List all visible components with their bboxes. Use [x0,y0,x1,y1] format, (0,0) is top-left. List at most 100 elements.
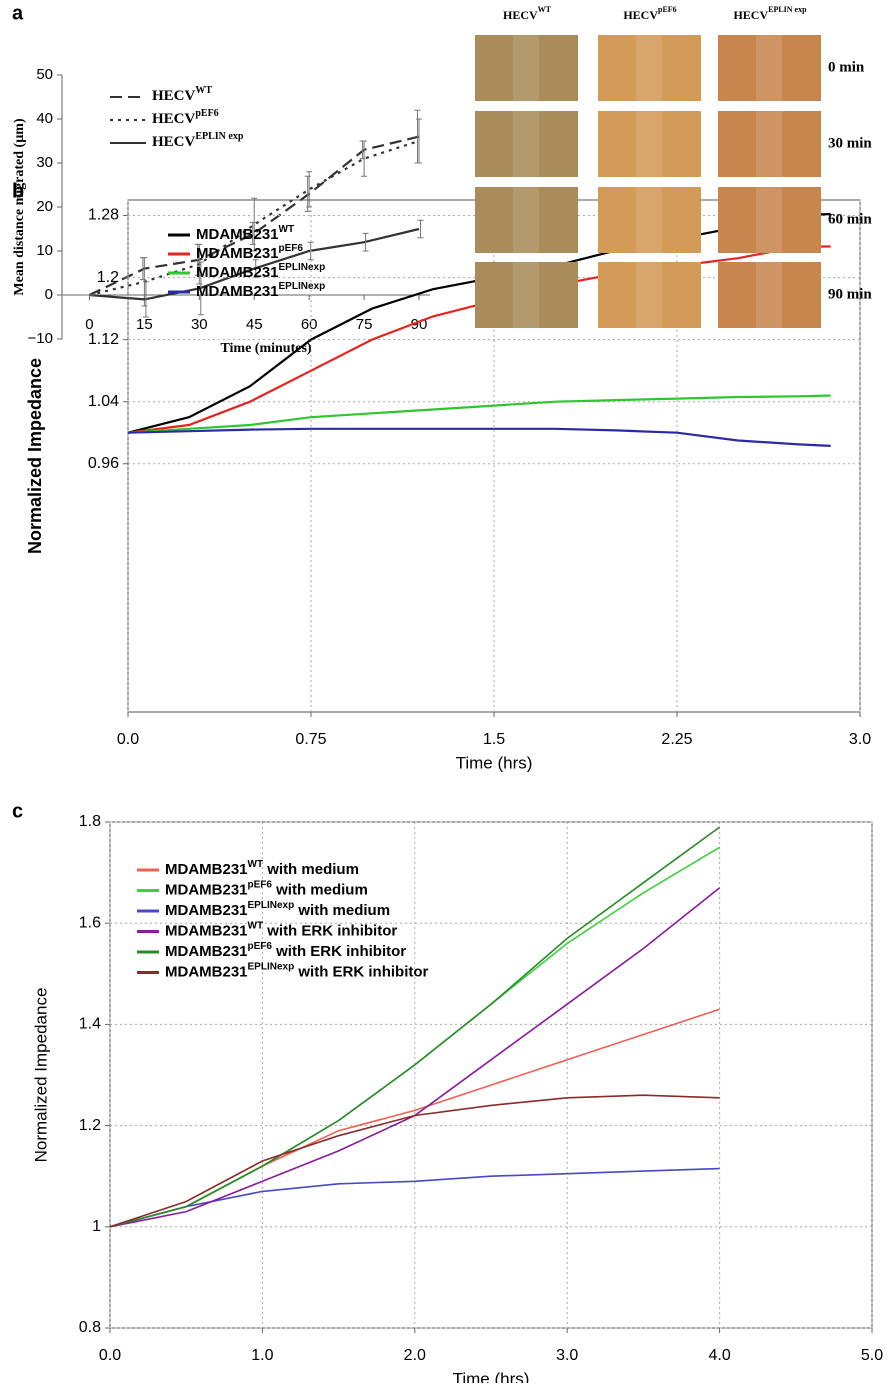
error-bar [249,221,256,245]
x-tick-label: 1.5 [483,731,505,748]
wound-gap [513,262,539,328]
y-tick-label: 10 [36,242,53,259]
x-tick-label: 0.75 [295,731,326,748]
legend-label-part: with ERK inhibitor [294,963,428,980]
y-tick-label: 50 [36,66,53,83]
series-line [89,227,420,301]
legend-label: HECVEPLIN exp [733,5,807,22]
wound-gap [513,187,539,253]
x-tick-label: 75 [356,316,373,333]
x-tick-label: 60 [301,316,318,333]
legend-label-part: EPLINexp [248,961,295,972]
y-axis-label: Normalized Impedance [31,988,50,1163]
y-tick-label: 1.2 [79,1117,101,1134]
y-axis-label: Mean distance migrated (µm) [12,118,27,296]
legend-label-part: pEF6 [248,941,273,952]
legend-label-part: WT [195,85,212,96]
y-tick-label: 20 [36,198,53,215]
microscopy-image [475,187,578,253]
x-tick-label: 2.25 [661,731,692,748]
x-axis-label: Time (minutes) [220,341,311,356]
y-tick-label: 1.2 [97,269,119,286]
legend-label: MDAMB231WT with medium [165,859,359,878]
wound-gap [756,111,782,177]
microscopy-image [475,262,578,328]
x-tick-label: 0 [85,316,93,333]
legend-label: MDAMB231EPLINexp with ERK inhibitor [165,961,429,980]
legend-label-part: EPLINexp [248,900,295,911]
y-tick-label: 1.12 [88,331,119,348]
x-tick-label: 15 [136,316,153,333]
legend-label-part: WT [279,224,295,235]
x-tick-label: 3.0 [849,731,871,748]
time-label: 90 min [828,286,872,302]
microscopy-image [598,111,701,177]
y-tick-label: 1.8 [79,813,101,830]
x-tick-label: 45 [246,316,263,333]
legend-label-part: HECV [152,88,196,104]
wound-gap [636,35,662,101]
legend-label-part: MDAMB231 [196,245,279,262]
legend-label-part: MDAMB231 [165,861,248,878]
legend-label-part: WT [248,859,264,870]
y-tick-label: 0.8 [79,1319,101,1336]
error-bar [361,140,368,177]
legend-label-part: HECV [152,134,196,150]
legend-label: MDAMB231pEF6 with ERK inhibitor [165,941,406,960]
time-label: 0 min [828,59,865,75]
panel-label: c [12,800,23,822]
microscopy-image [475,35,578,101]
y-tick-label: 1.6 [79,914,101,931]
error-bar [197,261,204,316]
legend-label: MDAMB231pEF6 with medium [165,879,368,898]
time-label: 30 min [828,135,872,151]
wound-gap [513,35,539,101]
y-tick-label: 30 [36,154,53,171]
legend-label-part: MDAMB231 [165,943,248,960]
legend-label-part: EPLINexp [279,262,326,273]
legend-label-part: pEF6 [248,879,273,890]
legend-label-part: pEF6 [279,243,304,254]
x-tick-label: 30 [191,316,208,333]
legend-label-part: WT [538,5,552,14]
legend-label-part: with medium [263,861,359,878]
legend-label-part: MDAMB231 [165,922,248,939]
microscopy-image [475,111,578,177]
microscopy-image [718,187,821,253]
legend-label: MDAMB231EPLINexp [196,262,325,281]
x-axis-label: Time (hrs) [453,1369,530,1383]
y-tick-label: 0 [45,286,53,303]
legend-label: HECVWT [503,5,552,22]
legend-label-part: MDAMB231 [165,902,248,919]
wound-gap [756,187,782,253]
legend-label-part: MDAMB231 [196,264,279,281]
error-bar [362,232,369,252]
legend-label: MDAMB231WT [196,224,294,243]
y-tick-label: 0.96 [88,455,119,472]
wound-gap [636,111,662,177]
x-tick-label: 2.0 [404,1347,426,1364]
legend-label-part: MDAMB231 [196,283,279,300]
microscopy-image [598,35,701,101]
legend-label-part: HECV [623,8,658,22]
microscopy-image [598,262,701,328]
time-label: 60 min [828,211,872,227]
x-tick-label: 0.0 [117,731,139,748]
microscopy-image [718,111,821,177]
y-tick-label: 1 [92,1218,101,1235]
error-bar [417,219,424,239]
error-bar [416,118,423,164]
wound-gap [513,111,539,177]
legend-label-part: HECV [503,8,538,22]
legend-label: MDAMB231pEF6 [196,243,303,262]
legend-label: MDAMB231WT with ERK inhibitor [165,920,397,939]
y-axis-label: Normalized Impedance [25,358,45,554]
legend-label-part: EPLIN exp [768,5,807,14]
wound-gap [636,262,662,328]
x-axis-label: Time (hrs) [456,753,533,772]
legend-label-part: with medium [272,881,368,898]
legend-label: MDAMB231EPLINexp with medium [165,900,390,919]
y-tick-label: 40 [36,110,53,127]
legend-label-part: pEF6 [195,108,218,119]
